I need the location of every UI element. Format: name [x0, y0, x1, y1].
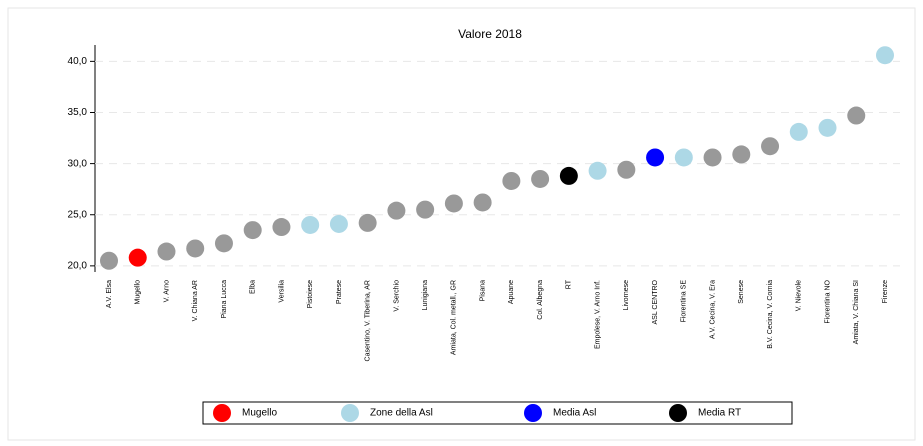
x-tick-label: ASL CENTRO — [652, 279, 659, 324]
dot — [588, 161, 607, 180]
dot — [272, 218, 291, 237]
x-tick-label: Pratese — [336, 280, 343, 304]
x-tick-label: V. Nievole — [796, 280, 803, 311]
x-tick-label: Col. Albegna — [537, 280, 544, 320]
x-tick-label: V. Serchio — [393, 280, 400, 312]
dot — [761, 137, 780, 156]
y-tick-label: 30,0 — [68, 158, 88, 169]
x-tick-label: Casentino, V. Tiberina, AR — [365, 280, 372, 361]
dot — [329, 214, 348, 233]
x-tick-label: Mugello — [135, 280, 142, 305]
chart-frame — [7, 7, 916, 441]
legend-label: Zone della Asl — [370, 408, 433, 419]
dot — [387, 201, 406, 220]
y-tick-label: 35,0 — [68, 107, 88, 118]
dot — [301, 215, 320, 234]
dot — [473, 193, 492, 212]
x-tick-label: Firenze — [882, 280, 889, 303]
legend-swatch — [669, 404, 687, 422]
dot — [358, 213, 377, 232]
x-tick-label: RT — [566, 279, 573, 289]
dot — [646, 148, 665, 167]
dot — [732, 145, 751, 164]
dot — [789, 122, 808, 141]
dot — [157, 242, 176, 261]
x-tick-label: Fiorentina NO — [824, 279, 831, 323]
x-tick-label: Apuane — [508, 280, 515, 304]
legend-swatch — [524, 404, 542, 422]
x-tick-label: Amiata, Col. metall., GR — [451, 280, 458, 355]
x-tick-label: Livornese — [623, 280, 630, 310]
x-tick-label: Senese — [738, 280, 745, 304]
x-tick-label: Pisana — [479, 280, 486, 302]
x-tick-label: Fiorentina SE — [681, 280, 688, 323]
x-tick-label: Pistoiese — [307, 280, 314, 309]
x-tick-label: A.V. Elsa — [106, 280, 113, 308]
dot — [444, 194, 463, 213]
chart-title: Valore 2018 — [458, 27, 522, 41]
x-tick-label: Lunigiana — [422, 280, 429, 310]
legend-label: Media Asl — [553, 408, 596, 419]
dot — [559, 166, 578, 185]
dot — [703, 148, 722, 167]
dot — [617, 160, 636, 179]
x-tick-label: B.V. Cecina, V. Cornia — [767, 280, 774, 349]
dot — [214, 234, 233, 253]
x-tick-label: Versilia — [278, 280, 285, 303]
dot — [818, 118, 837, 137]
dot — [243, 221, 262, 240]
y-tick-label: 25,0 — [68, 209, 88, 220]
y-tick-label: 40,0 — [68, 56, 88, 67]
dot — [128, 248, 147, 267]
y-tick-label: 20,0 — [68, 261, 88, 272]
dot — [847, 106, 866, 125]
x-tick-label: V. Chiana AR — [192, 280, 199, 321]
dot — [531, 169, 550, 188]
legend-swatch — [341, 404, 359, 422]
x-tick-label: V. Arno — [163, 280, 170, 302]
dot — [502, 171, 521, 190]
x-tick-label: Elba — [250, 280, 257, 294]
legend-label: Media RT — [698, 408, 741, 419]
x-tick-label: Amiata, V. Chiana SI — [853, 280, 860, 344]
legend-swatch — [213, 404, 231, 422]
dot — [186, 239, 205, 258]
dot — [674, 148, 693, 167]
x-tick-label: A.V. Cecina, V. Era — [709, 280, 716, 339]
x-tick-label: Empolese, V. Arno Inf. — [594, 280, 601, 349]
legend-label: Mugello — [242, 408, 277, 419]
dot — [876, 46, 894, 65]
x-tick-label: Piana Lucca — [221, 280, 228, 319]
dot — [100, 251, 118, 270]
dot — [416, 200, 435, 219]
